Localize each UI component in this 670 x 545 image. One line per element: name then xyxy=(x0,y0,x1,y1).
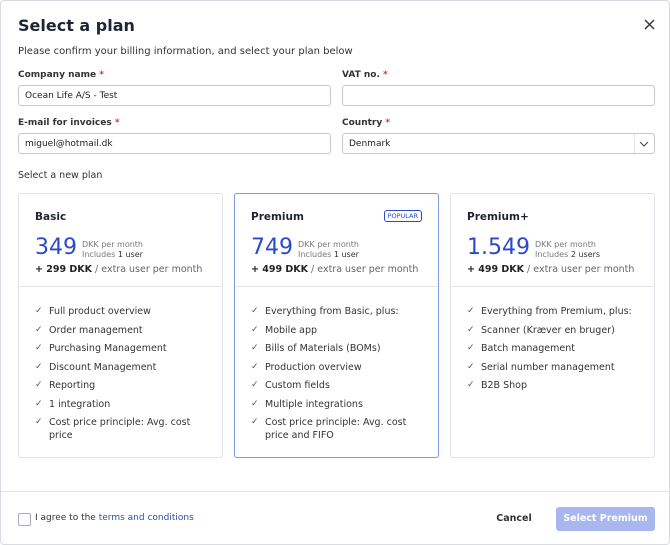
extra-suffix: / extra user per month xyxy=(311,264,419,275)
users: 2 users xyxy=(570,249,601,259)
label-text: Company name xyxy=(18,70,97,80)
input-value: miguel@hotmail.dk xyxy=(25,139,113,149)
email-input[interactable]: miguel@hotmail.dk xyxy=(18,133,331,154)
includes: Includes 1 user xyxy=(298,250,359,260)
feature: 1 integration xyxy=(35,398,210,411)
plan-card[interactable]: Basic 349 DKK per month Includes 1 user + 29… xyxy=(18,193,223,458)
plan-card[interactable]: Premium POPULAR 749 DKK per month Includes 1… xyxy=(234,193,439,458)
field-label: E-mail for invoices * xyxy=(18,118,120,128)
required-mark: * xyxy=(99,70,104,80)
feature: Multiple integrations xyxy=(251,398,426,411)
feature: Discount Management xyxy=(35,361,210,374)
card-divider xyxy=(451,286,654,287)
feature: Full product overview xyxy=(35,305,210,318)
agree-label: I agree to the xyxy=(35,513,96,523)
extra-user: + 499 DKK / extra user per month xyxy=(467,264,634,275)
extra-suffix: / extra user per month xyxy=(527,264,635,275)
section-label: Select a new plan xyxy=(18,170,103,181)
plan-price: 1.549 xyxy=(467,235,530,260)
card-divider xyxy=(235,286,438,287)
footer-divider xyxy=(1,491,669,492)
feature: Production overview xyxy=(251,361,426,374)
field-label: Country * xyxy=(342,118,390,128)
input-value: Denmark xyxy=(349,139,391,149)
feature: Purchasing Management xyxy=(35,342,210,355)
feature: Order management xyxy=(35,324,210,337)
agree-text: I agree to the terms and conditions xyxy=(35,513,194,523)
extra-price: + 299 DKK xyxy=(35,264,93,275)
required-mark: * xyxy=(114,118,120,128)
price-unit-text: DKK per month xyxy=(534,240,596,249)
plan-card[interactable]: Premium+ 1.549 DKK per month Includes 2 use… xyxy=(450,193,655,458)
field-label: Company name * xyxy=(18,70,104,80)
required-mark: * xyxy=(385,118,391,128)
close-button[interactable] xyxy=(644,19,655,30)
field-label: VAT no. * xyxy=(342,70,388,80)
country-select[interactable]: Denmark xyxy=(342,133,655,154)
plan-name: Premium+ xyxy=(467,211,529,223)
feature: Everything from Basic, plus: xyxy=(251,305,426,318)
plan-name: Basic xyxy=(35,211,67,223)
plan-name: Premium xyxy=(251,211,304,223)
required-mark: * xyxy=(383,70,388,80)
input-value: Ocean Life A/S - Test xyxy=(25,91,118,101)
plan-badge: POPULAR xyxy=(383,210,422,222)
users: 1 user xyxy=(117,249,143,259)
card-divider xyxy=(19,286,222,287)
cancel-button[interactable]: Cancel xyxy=(496,513,532,524)
dialog-title: Select a plan xyxy=(18,16,135,35)
includes: Includes 2 users xyxy=(535,250,600,260)
extra-user: + 499 DKK / extra user per month xyxy=(251,264,418,275)
dropdown-arrow xyxy=(634,134,649,153)
extra-user: + 299 DKK / extra user per month xyxy=(35,264,202,275)
price-unit: DKK per month Includes 1 user xyxy=(82,240,143,259)
agree-checkbox[interactable] xyxy=(18,513,31,526)
subtitle: Please confirm your billing information,… xyxy=(18,46,353,57)
feature: Custom fields xyxy=(251,379,426,392)
includes-text: Includes xyxy=(82,249,116,259)
feature: Cost price principle: Avg. cost price an… xyxy=(251,416,426,442)
price-unit-text: DKK per month xyxy=(82,240,143,249)
label-text: Country xyxy=(342,118,383,128)
plan-price: 749 xyxy=(251,235,293,260)
extra-price: + 499 DKK xyxy=(467,264,525,275)
feature: Mobile app xyxy=(251,324,426,337)
feature: Reporting xyxy=(35,379,210,392)
vat-input[interactable] xyxy=(342,85,655,106)
includes: Includes 1 user xyxy=(82,250,143,260)
label-text: E-mail for invoices xyxy=(18,118,112,128)
submit-button[interactable]: Select Premium xyxy=(556,507,655,531)
feature: Everything from Premium, plus: xyxy=(467,305,642,318)
feature: Batch management xyxy=(467,342,642,355)
price-unit-text: DKK per month xyxy=(298,240,359,249)
feature: Bills of Materials (BOMs) xyxy=(251,342,426,355)
label-text: VAT no. xyxy=(342,70,380,80)
feature: Serial number management xyxy=(467,361,642,374)
company-input[interactable]: Ocean Life A/S - Test xyxy=(18,85,331,106)
plan-price: 349 xyxy=(35,235,77,260)
price-unit: DKK per month Includes 2 users xyxy=(535,240,600,259)
includes-text: Includes xyxy=(534,249,569,259)
extra-suffix: / extra user per month xyxy=(95,264,203,275)
feature: B2B Shop xyxy=(467,379,642,392)
extra-price: + 499 DKK xyxy=(251,264,309,275)
price-unit: DKK per month Includes 1 user xyxy=(298,240,359,259)
users: 1 user xyxy=(333,249,359,259)
includes-text: Includes xyxy=(298,249,332,259)
feature: Cost price principle: Avg. cost price xyxy=(35,416,210,442)
feature: Scanner (Kræver en bruger) xyxy=(467,324,642,337)
terms-link[interactable]: terms and conditions xyxy=(98,513,194,523)
